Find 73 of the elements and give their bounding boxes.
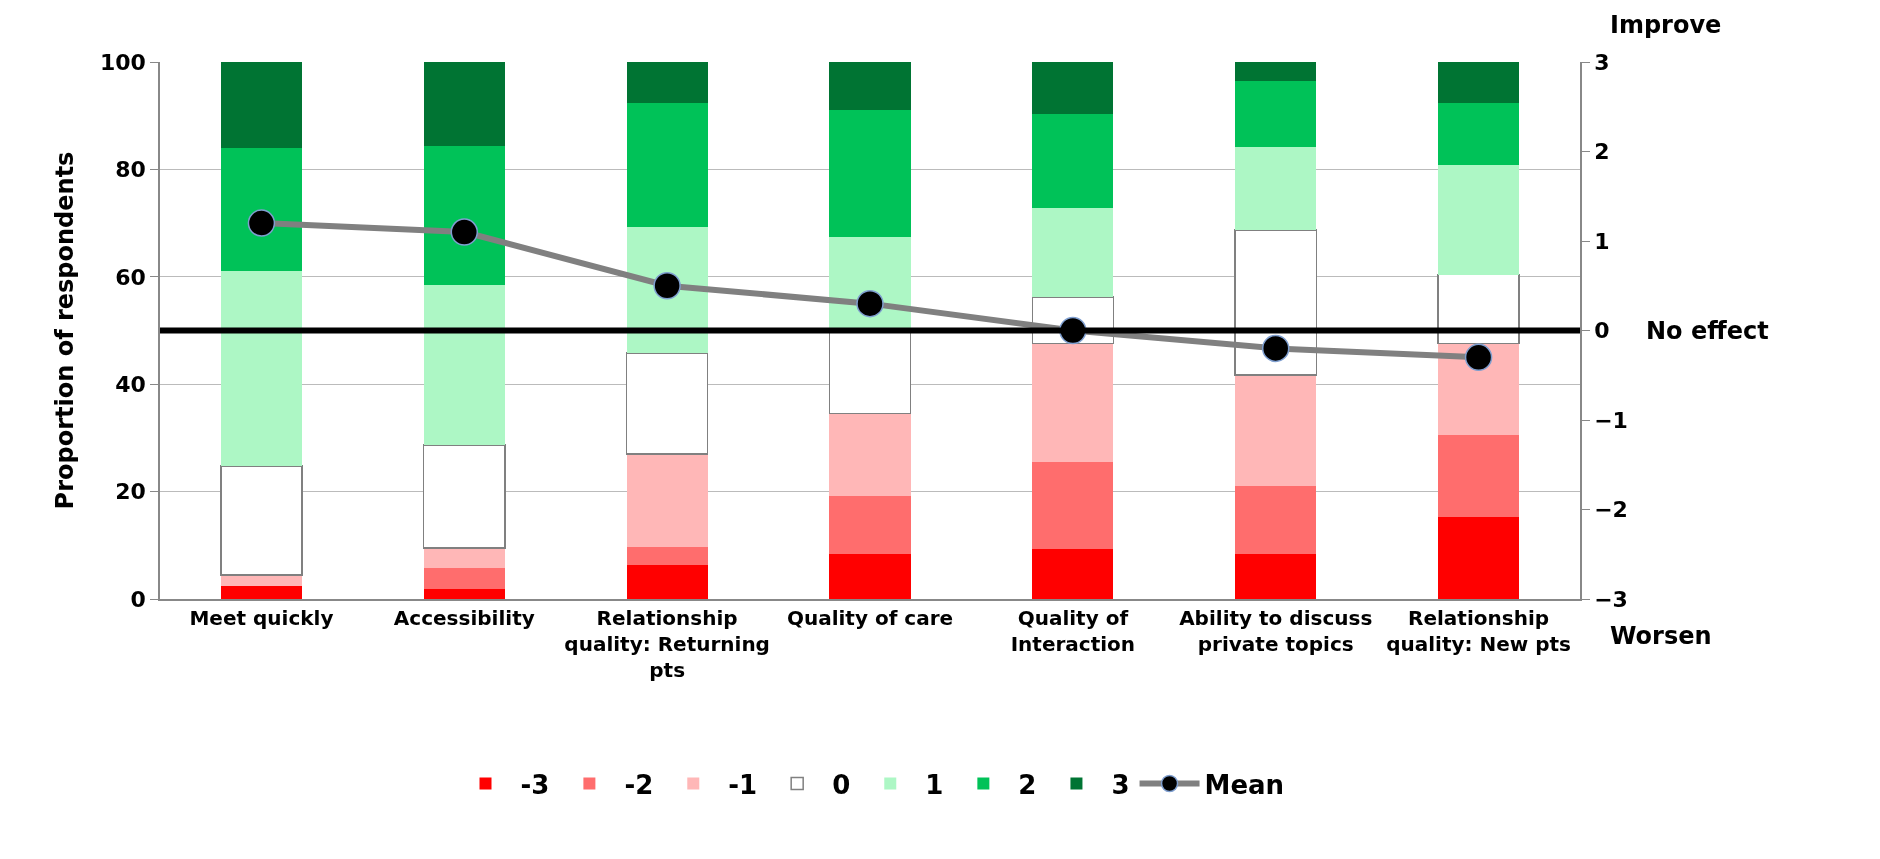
bar [1235,485,1317,554]
bar [220,147,302,271]
y2-tick-label: −1 [1594,407,1628,433]
y-tick-label: 0 [130,586,146,612]
y2-tick-label: 1 [1594,228,1610,254]
bar [1032,548,1114,599]
bar [220,465,303,576]
bar [829,62,911,111]
x-tick-label: Quality of Interaction [1010,605,1136,656]
bar [220,270,302,466]
legend-label: 2 [1018,769,1037,800]
legend-label: 1 [925,769,944,800]
bar [1032,343,1114,463]
bar [1438,164,1520,275]
y2-tick-label: 0 [1594,318,1610,344]
x-tick-label: Accessibility [393,605,535,630]
bar [1438,62,1520,104]
legend-label: -1 [728,769,758,800]
y2-tick-label: −2 [1594,497,1628,523]
bar [626,564,708,599]
bar [423,62,505,146]
bar [1438,103,1520,165]
legend-label: -3 [520,769,550,800]
bar [220,586,302,599]
bar [829,554,911,599]
bar [1235,553,1317,599]
bar [1032,208,1114,298]
bar [220,62,302,148]
bar [423,547,505,568]
bar [1032,62,1114,114]
bar [1235,147,1317,231]
y-tick-label: 20 [115,479,146,505]
text: Improve [1610,11,1722,39]
bar [423,588,505,599]
ref-line-label: No effect [1646,317,1769,345]
bar [1438,434,1520,517]
bar [1235,375,1317,486]
y2-tick-label: 2 [1594,139,1610,165]
bar [626,454,708,548]
y2-tick-label: 3 [1594,49,1610,75]
y2-tick-label: −3 [1594,586,1628,612]
text: Worsen [1610,622,1712,650]
legend-label: 3 [1111,769,1130,800]
y-tick-label: 100 [99,49,146,75]
bar [423,284,505,445]
bar [1235,62,1317,82]
x-tick-label: Ability to discuss private topics [1179,605,1373,656]
legend-label: -2 [624,769,654,800]
bar [626,62,708,104]
bar [829,413,911,496]
x-tick-label: Quality of care [786,605,954,630]
bar [829,495,911,555]
bar [829,110,911,238]
bar [626,547,708,565]
x-tick-label: Meet quickly [189,605,334,630]
bar [422,444,506,549]
bar [1032,462,1114,549]
x-tick-label: Relationship quality: Returning pts [564,605,770,682]
y-tick-label: 40 [115,371,146,397]
legend-label: 0 [832,769,851,800]
y-tick-label: 80 [115,157,146,183]
bar [626,103,708,228]
bar [1438,516,1520,599]
bar [423,145,505,285]
x-tick-label: Relationship quality: New pts [1386,605,1571,656]
bar [423,567,505,589]
y-tick-label: 60 [115,264,146,290]
bar [1032,113,1114,209]
legend-label: Mean [1204,769,1285,800]
bar [625,352,709,455]
bar [1437,273,1520,345]
y-axis-title: Proportion of respondents [50,151,79,510]
bar [1235,81,1317,148]
